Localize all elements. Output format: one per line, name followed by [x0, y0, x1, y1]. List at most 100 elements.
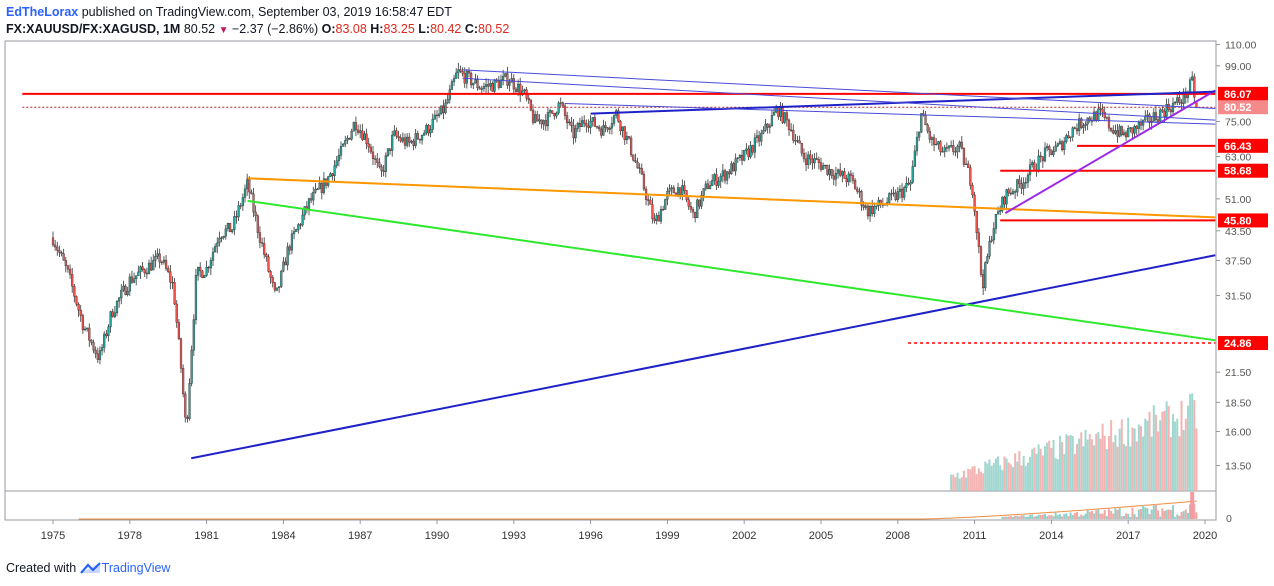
candle [320, 181, 323, 200]
candle-body [740, 155, 744, 161]
price-label[interactable]: 86.07 [1224, 89, 1252, 101]
candle-body [534, 114, 537, 123]
candle-body [815, 158, 818, 160]
candle [531, 104, 535, 125]
candle-body [435, 114, 439, 117]
purple-trend[interactable] [1004, 89, 1216, 214]
candle [954, 147, 957, 157]
candle-body [64, 260, 67, 266]
candle-body [412, 140, 415, 146]
indicator-bar [1176, 514, 1179, 519]
channel-upper[interactable] [462, 69, 1216, 110]
candle [275, 287, 279, 292]
candle-body [512, 78, 515, 90]
blue-support[interactable] [191, 254, 1216, 460]
high-value: 83.25 [383, 22, 415, 36]
candle [344, 135, 347, 148]
symbol-title: FX:XAUUSD/FX:XAGUSD, 1M [6, 22, 181, 36]
indicator-bar [1020, 515, 1023, 519]
candle [391, 130, 394, 157]
x-tick-label: 1993 [502, 530, 526, 542]
indicator-bar [1050, 515, 1053, 519]
trendline-drawings[interactable] [22, 69, 1216, 460]
author-link[interactable]: EdTheLorax [6, 5, 79, 19]
price-label[interactable]: 80.52 [1224, 102, 1252, 114]
candle [1112, 125, 1115, 135]
volume-bar [1152, 405, 1155, 491]
candle-body [662, 209, 665, 211]
channel-mid[interactable] [462, 77, 1216, 121]
price-label[interactable]: 58.68 [1224, 166, 1252, 178]
indicator-bar [1046, 516, 1049, 519]
candle-body [284, 261, 287, 266]
candle [900, 183, 904, 203]
candle-body [452, 78, 456, 82]
candle-body [625, 136, 628, 141]
indicator-bar [1024, 516, 1027, 519]
close-label: C: [464, 22, 479, 36]
orange-trend[interactable] [247, 177, 1216, 219]
candle-body [239, 205, 242, 207]
candle [802, 148, 806, 163]
candle-body [1118, 126, 1121, 137]
candle-body [745, 148, 748, 151]
indicator-bar [1058, 514, 1061, 519]
candle [1060, 139, 1064, 152]
candle [625, 131, 628, 144]
volume-bar [1140, 426, 1142, 491]
time-axis[interactable]: 1975 1978 1981 1984 1987 1990 1993 1996 1999 2002… [41, 520, 1217, 542]
candle-body [147, 262, 151, 275]
candle-body [954, 151, 957, 153]
tradingview-brand[interactable]: TradingView [101, 561, 171, 575]
candle [228, 222, 232, 233]
candle-body [589, 121, 592, 128]
candle [1165, 98, 1168, 120]
candle-body [689, 206, 692, 210]
volume-bar [1035, 453, 1038, 491]
candle [745, 143, 748, 155]
candle-body [1041, 156, 1044, 162]
volume-bar [1154, 414, 1157, 491]
candle [911, 160, 914, 185]
candle [1131, 127, 1134, 140]
volume-bar [1058, 435, 1061, 491]
channel-low[interactable] [564, 103, 1216, 125]
candle [201, 269, 204, 279]
candle [1069, 136, 1072, 142]
candle-body [559, 102, 562, 104]
candle-body [1131, 127, 1134, 134]
candle-body [267, 256, 270, 272]
candle-body [51, 237, 55, 246]
candle-body [1071, 127, 1074, 138]
candle-body [118, 297, 121, 302]
candle [1116, 123, 1119, 143]
price-label[interactable]: 45.80 [1224, 215, 1252, 227]
candle [1148, 112, 1151, 130]
candle-body [734, 158, 737, 172]
candle-body [572, 125, 575, 139]
candle [96, 347, 99, 363]
candle-body [854, 180, 857, 190]
candle [75, 295, 78, 307]
candle [992, 222, 995, 245]
indicator-bar [1161, 508, 1164, 519]
indicator-bar [1033, 516, 1036, 519]
candle [990, 235, 993, 243]
price-axis[interactable]: 110.00 99.00 75.00 63.00 51.00 43.50 37.50 31.5… [1216, 40, 1268, 525]
candle [369, 143, 372, 155]
candle-body [256, 215, 259, 233]
candle-body [58, 250, 61, 253]
candle-body [442, 105, 445, 113]
candle-body [913, 150, 916, 167]
candle [747, 145, 750, 161]
candle [1014, 189, 1017, 199]
plot-border [4, 40, 1217, 521]
candle [762, 126, 765, 135]
green-trend[interactable] [247, 199, 1216, 342]
candle [60, 250, 63, 257]
price-label[interactable]: 24.86 [1224, 338, 1252, 350]
candle [794, 134, 797, 145]
price-label[interactable]: 66.43 [1224, 141, 1252, 153]
candle [787, 118, 791, 136]
